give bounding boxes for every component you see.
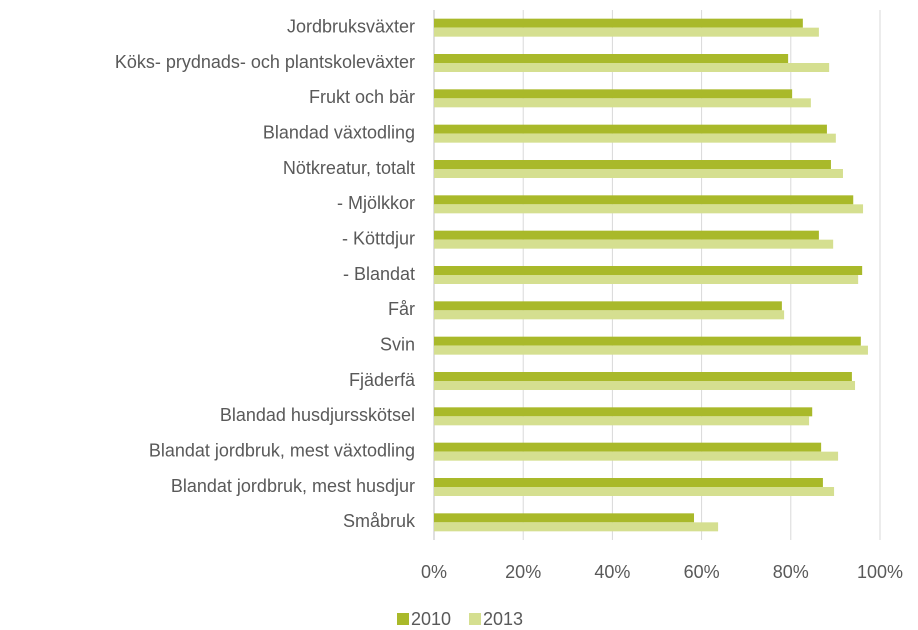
x-tick-label: 80% <box>773 562 809 582</box>
legend-label: 2010 <box>411 609 451 629</box>
bar <box>434 89 793 99</box>
bar <box>434 204 864 214</box>
bar <box>434 345 868 355</box>
bar <box>434 478 823 487</box>
bar <box>434 63 830 72</box>
bar <box>434 124 827 134</box>
x-tick-label: 20% <box>505 562 541 582</box>
bar <box>434 160 831 169</box>
bar <box>434 266 863 275</box>
bar <box>434 522 719 532</box>
bar <box>434 54 789 63</box>
y-tick-label: - Blandat <box>343 264 415 284</box>
x-tick-label: 40% <box>594 562 630 582</box>
y-tick-label: Småbruk <box>343 511 416 531</box>
y-tick-label: Fjäderfä <box>349 370 416 390</box>
bar <box>434 451 839 461</box>
bar <box>434 310 785 320</box>
bar <box>434 381 856 390</box>
y-tick-label: - Köttdjur <box>342 228 415 248</box>
y-tick-label: Svin <box>380 334 415 354</box>
y-tick-label: Blandad husdjursskötsel <box>220 405 415 425</box>
bar <box>434 275 859 284</box>
bar <box>434 27 819 37</box>
y-tick-label: - Mjölkkor <box>337 193 415 213</box>
y-tick-label: Frukt och bär <box>309 87 415 107</box>
bar <box>434 239 834 249</box>
legend-label: 2013 <box>483 609 523 629</box>
bar <box>434 407 813 417</box>
bar <box>434 513 695 523</box>
y-tick-label: Jordbruksväxter <box>287 16 415 36</box>
bar <box>434 442 822 452</box>
y-tick-label: Blandat jordbruk, mest husdjur <box>171 476 415 496</box>
bar <box>434 98 811 108</box>
x-tick-label: 100% <box>857 562 903 582</box>
bar <box>434 487 835 496</box>
bar <box>434 372 852 381</box>
legend-swatch <box>397 613 409 625</box>
bar <box>434 336 861 346</box>
bar <box>434 301 782 311</box>
y-tick-label: Blandad växtodling <box>263 122 415 142</box>
y-tick-label: Får <box>388 299 415 319</box>
y-tick-label: Blandat jordbruk, mest växtodling <box>149 440 415 460</box>
x-tick-label: 0% <box>421 562 447 582</box>
legend-swatch <box>469 613 481 625</box>
y-tick-label: Köks- prydnads- och plantskoleväxter <box>115 52 415 72</box>
bar <box>434 416 810 426</box>
bar <box>434 195 854 205</box>
bar <box>434 18 803 28</box>
y-tick-label: Nötkreatur, totalt <box>283 158 415 178</box>
bar <box>434 169 843 178</box>
x-tick-label: 60% <box>684 562 720 582</box>
bar <box>434 133 836 143</box>
bar <box>434 230 819 240</box>
